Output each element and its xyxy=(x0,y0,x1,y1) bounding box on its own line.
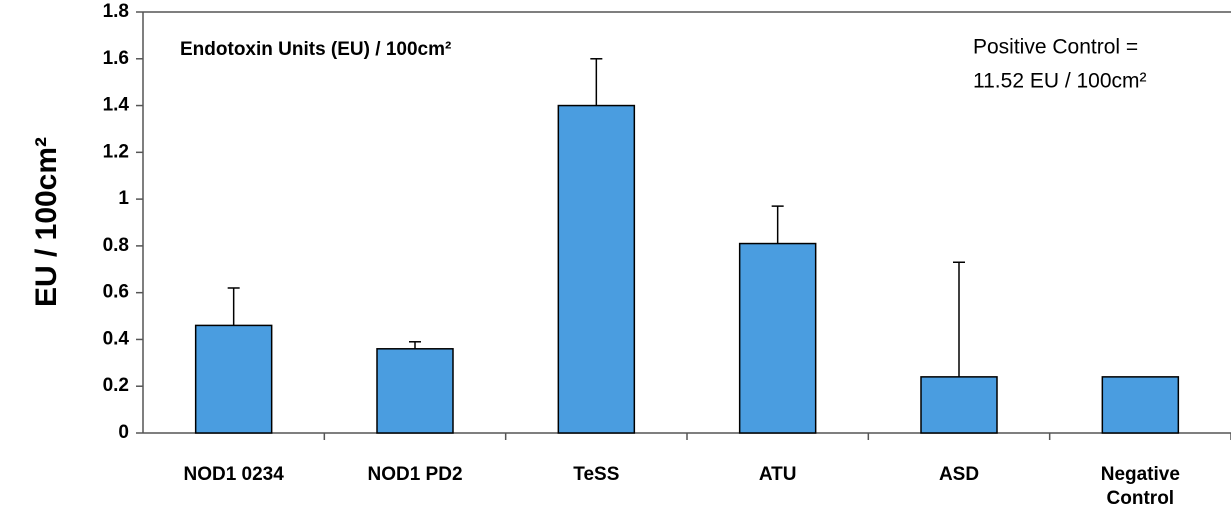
error-bar xyxy=(771,205,784,244)
x-tick-label: ASD xyxy=(938,464,980,485)
x-tick-label: NOD1 0234 xyxy=(183,464,284,485)
bar xyxy=(194,324,273,434)
bar xyxy=(920,376,998,434)
x-tick-label: NOD1 PD2 xyxy=(367,464,463,485)
error-bar xyxy=(953,261,965,377)
bar xyxy=(1101,376,1180,434)
x-tick-label: TeSS xyxy=(573,464,620,485)
y-tick-label: 1 xyxy=(118,188,129,209)
annotation: 11.52 EU / 100cm² xyxy=(973,70,1147,93)
y-tick-label: 0.2 xyxy=(103,375,129,396)
y-axis-label: EU / 100cm² xyxy=(30,137,63,307)
y-tick-label: 1.4 xyxy=(103,95,130,116)
error-bar xyxy=(590,58,603,106)
bar xyxy=(738,242,817,434)
x-tick-label: Negative Control xyxy=(1100,464,1180,509)
x-tick-label: ATU xyxy=(758,464,797,485)
y-tick-label: 0 xyxy=(118,422,129,443)
y-tick-label: 1.6 xyxy=(103,48,129,69)
error-bar xyxy=(409,341,421,349)
annotation: Positive Control = xyxy=(973,36,1138,59)
error-bar xyxy=(227,287,240,326)
bar xyxy=(376,348,454,434)
y-tick-label: 0.6 xyxy=(103,282,129,303)
chart-title: Endotoxin Units (EU) / 100cm² xyxy=(180,39,451,60)
y-tick-label: 0.4 xyxy=(103,328,130,349)
y-tick-label: 1.2 xyxy=(103,141,129,162)
bar xyxy=(557,104,636,434)
y-tick-label: 1.8 xyxy=(103,1,129,22)
y-tick-label: 0.8 xyxy=(103,235,129,256)
